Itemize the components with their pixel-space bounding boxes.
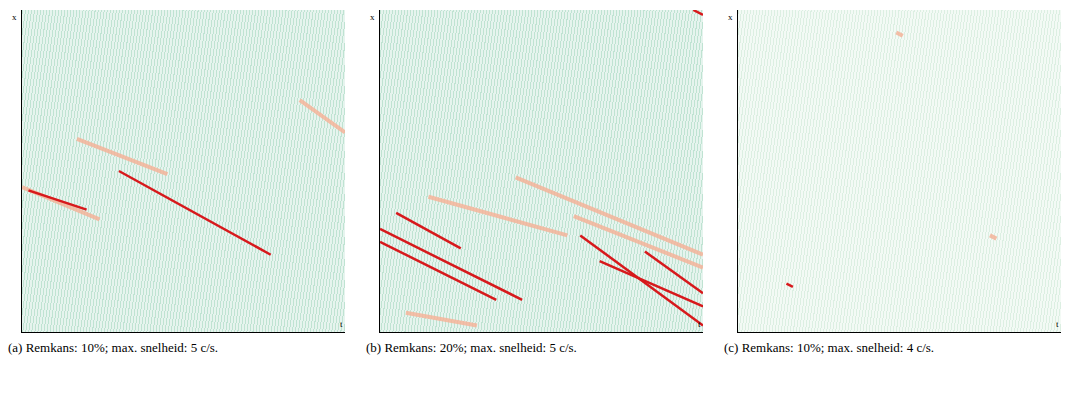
svg-text:t: t [698, 319, 701, 329]
svg-text:t: t [1056, 319, 1059, 329]
svg-text:x: x [12, 12, 17, 22]
html-text:(a) Remkans: 10%; max. snelhei: (a) Remkans: 10%; max. snelheid: 5 c/s. [8, 340, 219, 355]
html-text:(c) Remkans: 10%; max. snelhei: (c) Remkans: 10%; max. snelheid: 4 c/s. [724, 340, 935, 355]
svg-text:t: t [340, 319, 343, 329]
svg-text:x: x [370, 12, 375, 22]
html-text:(b) Remkans: 20%; max. snelhei: (b) Remkans: 20%; max. snelheid: 5 c/s. [366, 340, 577, 355]
svg-text:x: x [728, 12, 733, 22]
